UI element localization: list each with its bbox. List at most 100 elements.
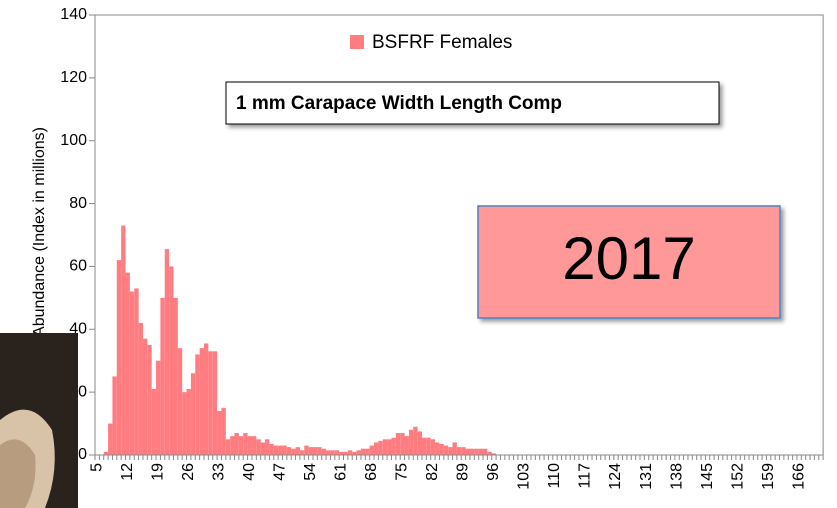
bar [286,447,292,455]
y-tick-label: 0 [78,446,87,463]
bar [278,445,283,455]
x-tick-label: 26 [180,463,197,481]
bar [204,343,209,455]
x-tick-label: 145 [699,463,716,490]
bar [251,436,257,455]
bar [474,448,479,455]
bar [177,348,183,455]
x-tick-label: 61 [333,463,350,481]
bar [374,442,379,455]
bar [387,439,392,455]
bar [430,439,436,455]
bar [234,433,239,455]
bar [321,448,327,455]
bar [417,431,422,455]
bar [443,445,449,455]
bar [212,351,218,455]
bar [160,297,165,455]
bar [291,448,296,455]
bar [182,392,187,455]
bar [195,354,200,455]
bar [469,448,475,455]
x-tick-label: 110 [546,463,563,489]
bar [265,439,270,455]
x-tick-label: 166 [790,463,807,490]
bar [400,433,405,455]
bar [243,433,248,455]
x-tick-label: 82 [424,463,441,481]
bar [378,440,383,455]
bar [221,407,226,455]
bar [208,351,213,455]
bar [365,448,370,455]
x-tick-label: 138 [668,463,685,490]
bar [382,439,388,455]
y-tick-label: 60 [69,258,87,275]
x-tick-label: 152 [729,463,746,490]
bar [313,447,318,455]
x-tick-label: 54 [302,463,319,481]
bar [134,288,139,455]
bar [269,444,274,455]
bar [339,451,344,455]
x-tick-label: 40 [241,463,258,481]
annotation-box [225,81,720,125]
bar [230,436,235,455]
bar [369,445,375,455]
bar [116,260,122,455]
bar [317,447,322,455]
x-tick-label: 5 [88,463,105,472]
bar [422,437,427,455]
x-tick-label: 117 [577,463,594,489]
bar [108,423,113,455]
x-tick-label: 75 [394,463,411,481]
x-tick-label: 103 [516,463,533,490]
bar [395,433,401,455]
bar [199,348,204,455]
bar [151,389,157,455]
annotation: 1 mm Carapace Width Length Comp [236,93,562,114]
bar [142,338,148,455]
x-tick-label: 47 [272,463,289,481]
bar [491,453,497,455]
x-tick-label: 33 [210,463,227,481]
x-tick-label: 159 [760,463,777,490]
bar [308,447,313,455]
bar [334,450,340,455]
y-tick-label: 80 [69,195,87,212]
x-tick-label: 124 [607,463,624,490]
bar [138,323,143,455]
bar [129,291,135,455]
bar [282,445,287,455]
bar [391,437,396,455]
bar [299,450,305,455]
bar [169,266,174,455]
bar [439,444,444,455]
bar [256,439,261,455]
bar [408,429,414,455]
y-tick-label: 100 [60,132,87,149]
bar [483,448,488,455]
bar [330,450,335,455]
bar [225,439,231,455]
bar [260,442,266,455]
bar [456,447,462,455]
bar [413,426,418,455]
legend-swatch [350,35,364,49]
bar [186,389,191,455]
x-tick-label: 131 [638,463,655,490]
bar [190,373,196,455]
bar [125,272,130,455]
bar [247,436,252,455]
bar [147,345,152,455]
bar [164,249,170,455]
x-tick-label: 19 [149,463,166,481]
bar [238,436,244,455]
bar [452,442,457,455]
y-tick-label: 120 [60,69,87,86]
bar [156,360,161,455]
x-tick-label: 12 [119,463,136,481]
bar [487,451,492,455]
x-tick-label: 96 [485,463,502,481]
